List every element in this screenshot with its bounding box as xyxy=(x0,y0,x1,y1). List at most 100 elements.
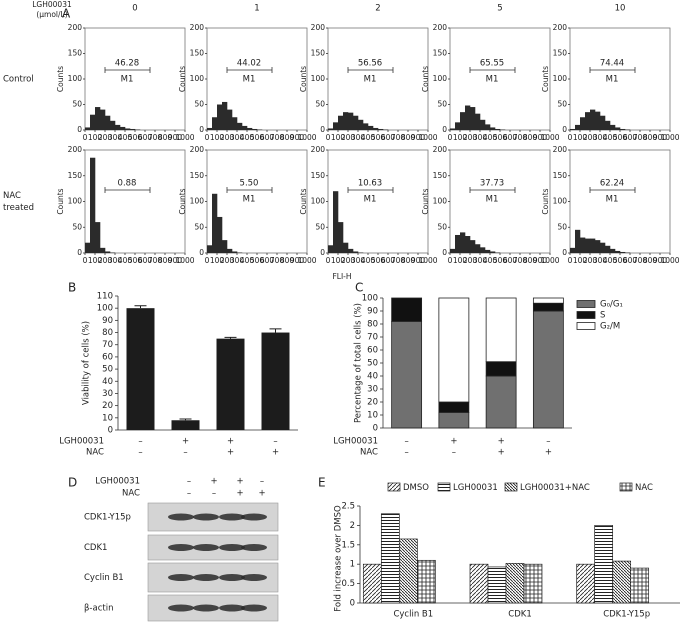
y-tick-label: 150 xyxy=(553,49,568,58)
histogram-bin xyxy=(485,124,491,130)
x-tick-label: 1000 xyxy=(660,256,679,265)
gate-name: M1 xyxy=(606,195,619,205)
histogram-bin xyxy=(470,240,476,253)
y-tick-label: 0 xyxy=(373,424,378,434)
x-tick-label: 900 xyxy=(533,256,548,265)
x-tick-label: 800 xyxy=(401,133,416,142)
x-tick-label: 200 xyxy=(463,133,478,142)
x-tick-label: 400 xyxy=(118,256,133,265)
histogram-bin xyxy=(465,105,471,130)
y-axis-label: Counts xyxy=(541,188,550,214)
y-axis-label: Counts xyxy=(56,188,65,214)
x-tick-label: 500 xyxy=(250,256,265,265)
y-tick-label: 150 xyxy=(68,171,83,180)
y-tick-label: 110 xyxy=(97,292,113,302)
histogram-bin xyxy=(495,128,501,130)
histogram-bin xyxy=(620,128,626,130)
sign-row-label: LGH00031 xyxy=(95,477,140,487)
x-tick-label: 600 xyxy=(260,133,275,142)
sign: + xyxy=(236,489,243,499)
sign: – xyxy=(546,437,550,447)
x-tick-label: 100 xyxy=(453,133,468,142)
y-tick-label: 0 xyxy=(199,125,204,134)
x-tick-label: 200 xyxy=(220,256,235,265)
sign: + xyxy=(545,448,552,458)
y-axis-label: Percentage of total cells (%) xyxy=(354,303,364,423)
y-tick-label: 2.5 xyxy=(341,502,355,512)
x-tick-label: 400 xyxy=(361,256,376,265)
x-tick-label: 1000 xyxy=(540,133,559,142)
gate-name: M1 xyxy=(243,195,256,205)
y-tick-label: 50 xyxy=(194,222,204,231)
histogram-bin xyxy=(465,236,471,253)
y-axis-label: Counts xyxy=(541,66,550,92)
histogram-bin xyxy=(333,191,339,253)
x-tick-label: 1000 xyxy=(175,133,194,142)
sign: + xyxy=(498,448,505,458)
x-tick-label: 200 xyxy=(98,133,113,142)
x-tick-label: 0 xyxy=(205,133,210,142)
histogram-bin xyxy=(242,125,248,130)
y-axis-label: Counts xyxy=(178,188,187,214)
error-bar xyxy=(134,305,147,309)
x-tick-label: CDK1-Y15p xyxy=(603,610,650,620)
error-bar xyxy=(269,328,282,333)
x-tick-label: 900 xyxy=(533,133,548,142)
y-tick-label: 200 xyxy=(68,145,83,154)
y-tick-label: 80 xyxy=(367,320,378,330)
y-tick-label: 50 xyxy=(72,100,82,109)
histogram-bin xyxy=(368,125,374,130)
bar-segment xyxy=(391,297,423,322)
x-tick-label: 700 xyxy=(148,133,163,142)
panel-label: A xyxy=(62,7,71,21)
sign: + xyxy=(450,437,457,447)
sign: + xyxy=(498,437,505,447)
histogram-bin xyxy=(585,112,591,130)
y-tick-label: 60 xyxy=(102,352,113,362)
y-tick-label: 30 xyxy=(367,385,378,395)
bar xyxy=(576,563,596,604)
sign-row-label: LGH00031 xyxy=(59,437,104,447)
histogram-bin xyxy=(135,129,141,130)
sign: – xyxy=(273,437,277,447)
x-tick-label: 300 xyxy=(473,133,488,142)
bar-segment xyxy=(438,297,470,403)
y-tick-label: 50 xyxy=(437,222,447,231)
legend-swatch xyxy=(576,311,596,319)
x-tick-label: 400 xyxy=(483,133,498,142)
histogram-bin xyxy=(120,126,126,130)
histogram-bin xyxy=(570,247,576,253)
histogram-bin xyxy=(460,112,466,130)
y-tick-label: 100 xyxy=(311,197,326,206)
bar-segment xyxy=(532,297,564,304)
histogram-bin xyxy=(610,248,616,253)
sign: – xyxy=(138,448,142,458)
x-tick-label: 200 xyxy=(583,133,598,142)
y-axis-label: Counts xyxy=(299,188,308,214)
blot-band xyxy=(241,604,267,612)
y-axis-label: Counts xyxy=(56,66,65,92)
bar xyxy=(469,563,489,604)
histogram-bin xyxy=(217,104,223,130)
histogram-bin xyxy=(495,252,501,253)
histogram-bin xyxy=(115,124,121,130)
x-tick-label: 500 xyxy=(250,133,265,142)
bar-segment xyxy=(438,401,470,413)
panel-label: E xyxy=(318,476,326,490)
gate-name: M1 xyxy=(606,75,619,85)
bar xyxy=(630,567,650,604)
legend-swatch xyxy=(504,482,518,492)
row-label: treated xyxy=(3,203,34,213)
histogram-bin xyxy=(212,193,218,253)
gate-value: 46.28 xyxy=(115,59,139,69)
sign-row-label: NAC xyxy=(360,448,378,458)
x-tick-label: 1000 xyxy=(540,256,559,265)
histogram-bin xyxy=(90,114,96,130)
x-tick-label: Cyclin B1 xyxy=(393,610,433,620)
y-tick-label: 20 xyxy=(102,401,113,411)
sign: – xyxy=(405,437,409,447)
x-tick-label: 400 xyxy=(603,256,618,265)
bar xyxy=(261,332,290,430)
histogram-bin xyxy=(338,115,344,130)
y-tick-label: 50 xyxy=(557,222,567,231)
